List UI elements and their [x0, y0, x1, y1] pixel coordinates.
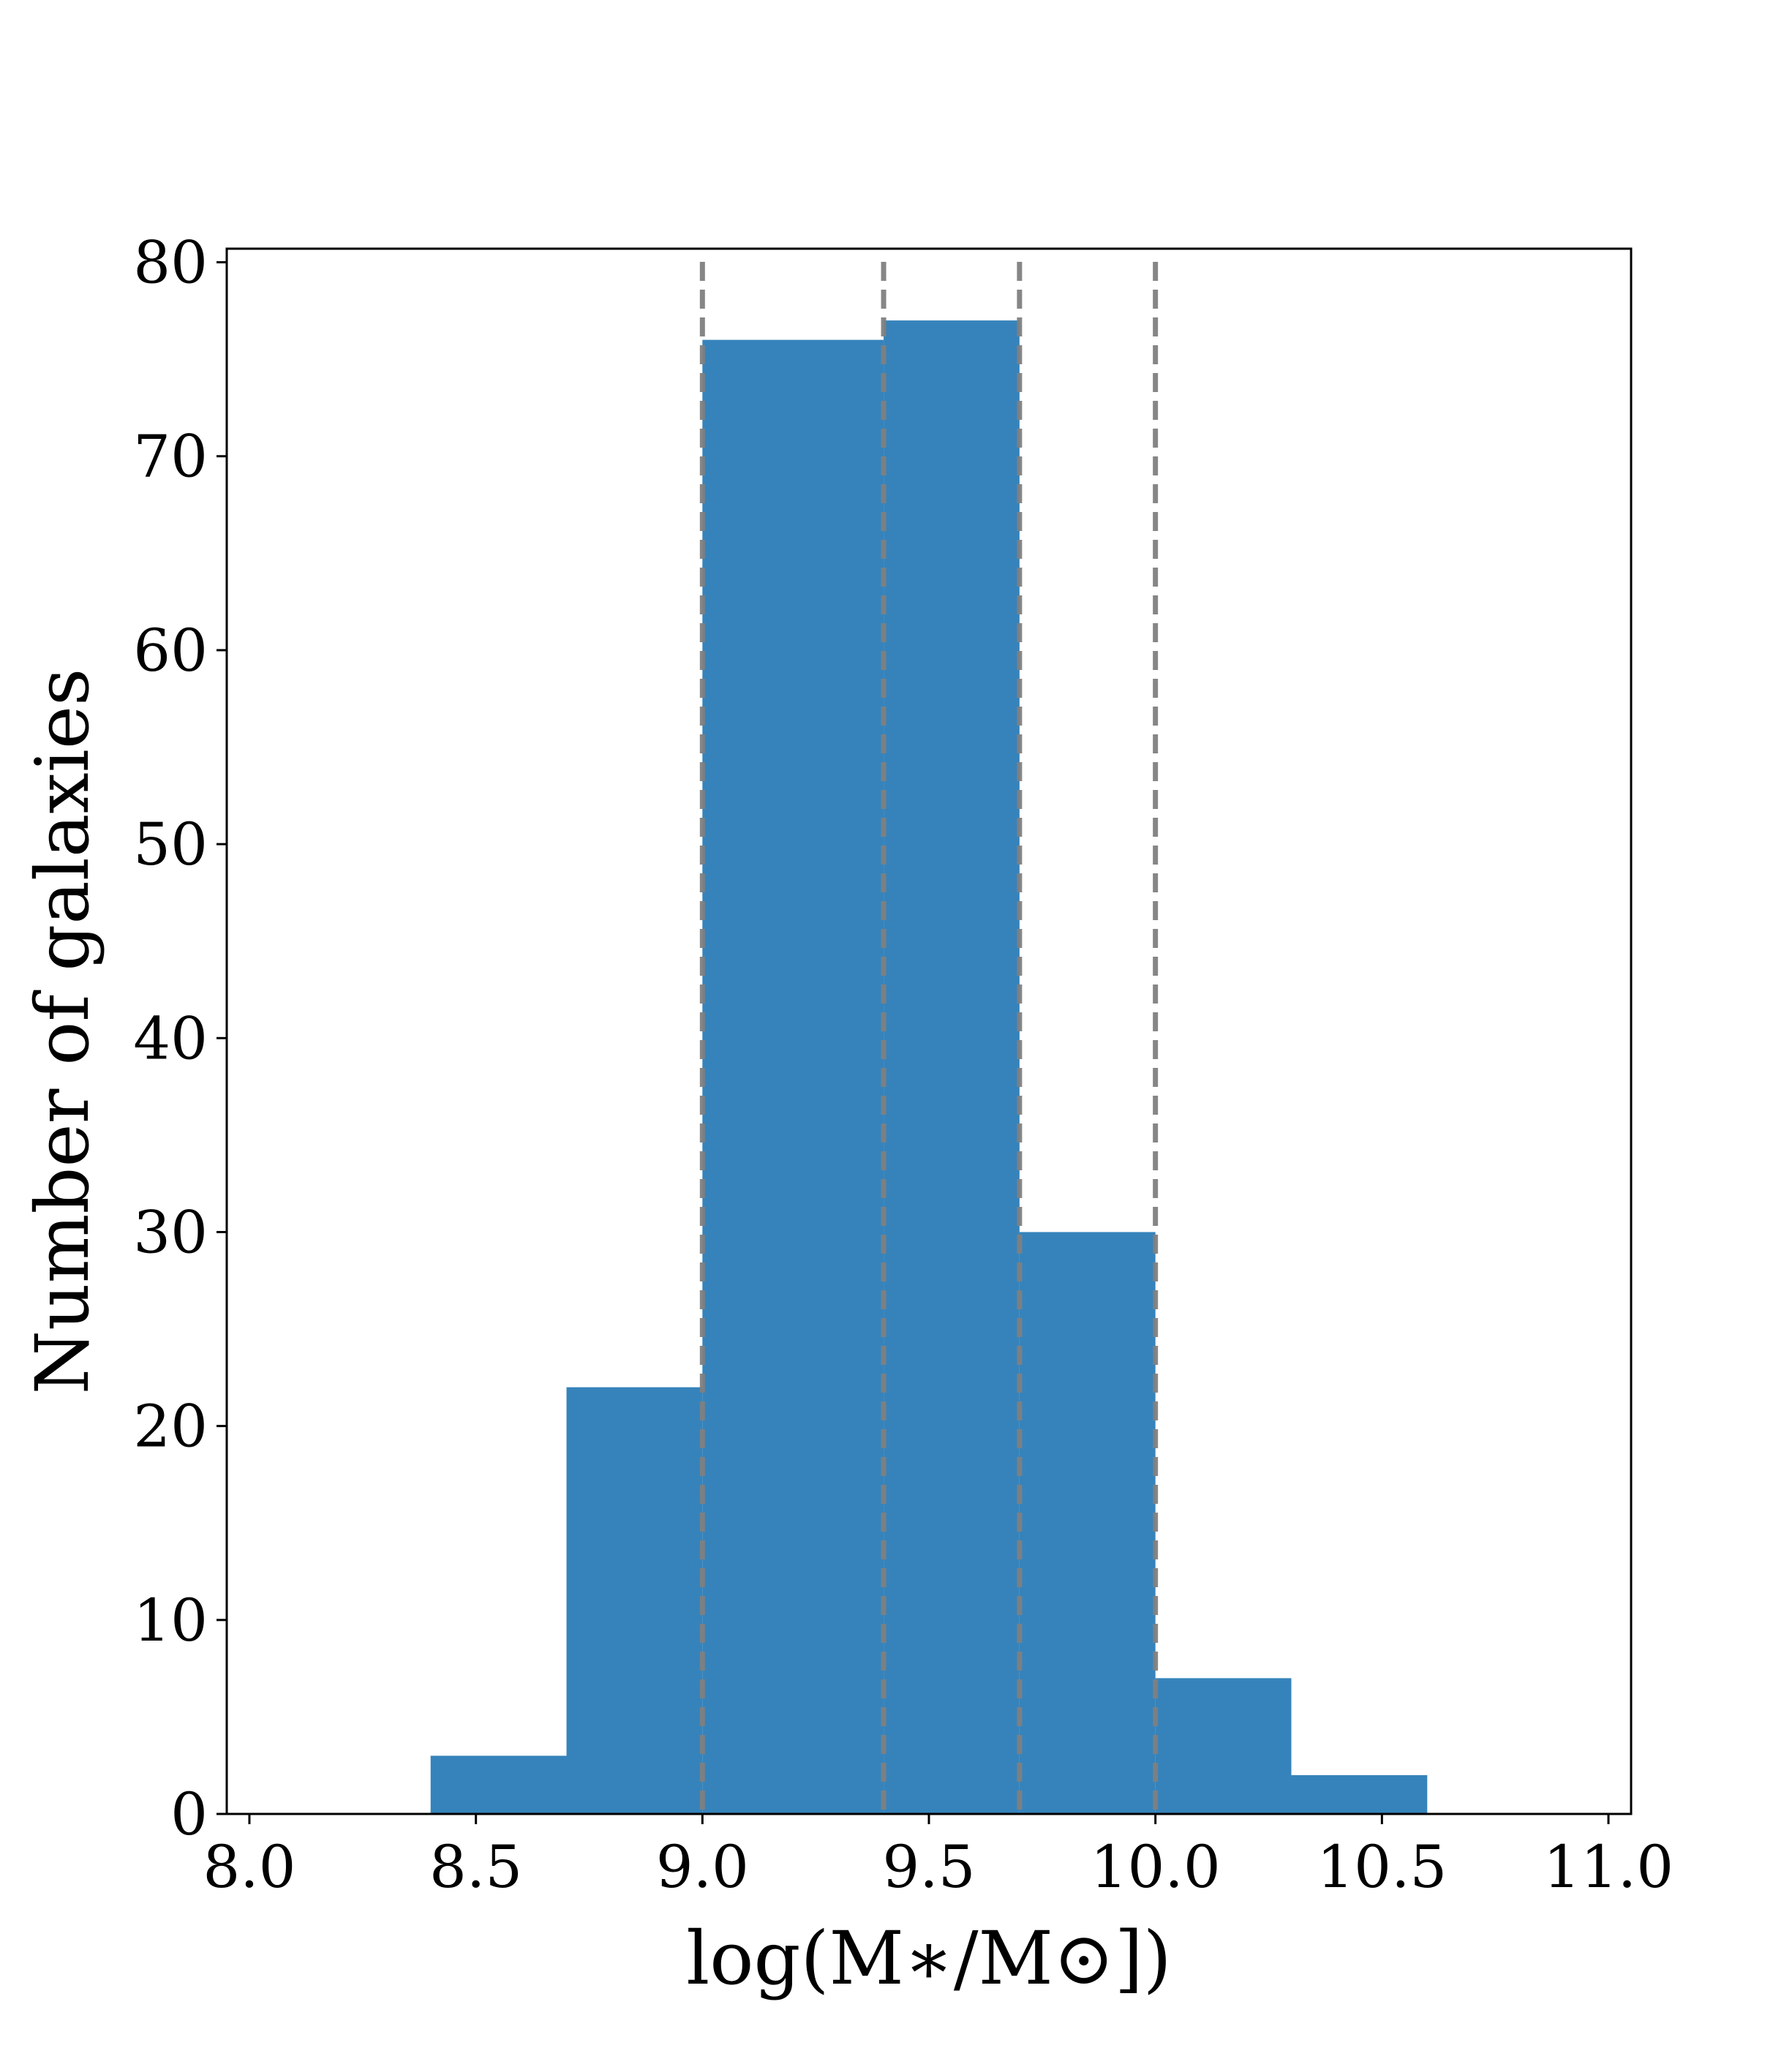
y-tick-label-3: 30 — [133, 1198, 208, 1266]
histogram-bar-6 — [1291, 1774, 1428, 1814]
histogram-bar-3 — [884, 320, 1020, 1815]
x-tick-label-4: 10.0 — [1091, 1833, 1221, 1901]
y-axis-label: Number of galaxies — [20, 669, 105, 1395]
y-tick-label-2: 20 — [133, 1393, 208, 1461]
histogram-bars — [430, 320, 1428, 1815]
y-tick-label-8: 80 — [133, 229, 208, 297]
histogram-bar-5 — [1155, 1678, 1292, 1814]
x-tick-label-1: 8.5 — [429, 1833, 522, 1901]
threshold-lines — [699, 262, 1159, 1814]
y-tick-label-6: 60 — [133, 617, 208, 685]
x-tick-label-5: 10.5 — [1317, 1833, 1447, 1901]
x-axis-label: log(M∗/M⊙]) — [686, 1916, 1171, 2001]
y-tick-label-0: 0 — [170, 1780, 208, 1848]
y-axis-ticks: 0 10 20 30 40 50 60 70 80 — [133, 229, 227, 1848]
y-tick-label-7: 70 — [133, 423, 208, 491]
y-tick-label-1: 10 — [133, 1586, 208, 1654]
histogram-bar-0 — [430, 1755, 567, 1814]
y-tick-label-4: 40 — [133, 1004, 208, 1072]
x-tick-label-0: 8.0 — [203, 1833, 295, 1901]
x-axis-ticks: 8.0 8.5 9.0 9.5 10.0 10.5 11.0 — [203, 1814, 1674, 1901]
x-tick-label-2: 9.0 — [656, 1833, 749, 1901]
x-tick-label-3: 9.5 — [882, 1833, 975, 1901]
histogram-bar-1 — [566, 1387, 703, 1814]
histogram-bar-2 — [702, 339, 884, 1814]
x-tick-label-6: 11.0 — [1543, 1833, 1674, 1901]
histogram-bar-4 — [1019, 1232, 1156, 1814]
y-tick-label-5: 50 — [133, 810, 208, 878]
